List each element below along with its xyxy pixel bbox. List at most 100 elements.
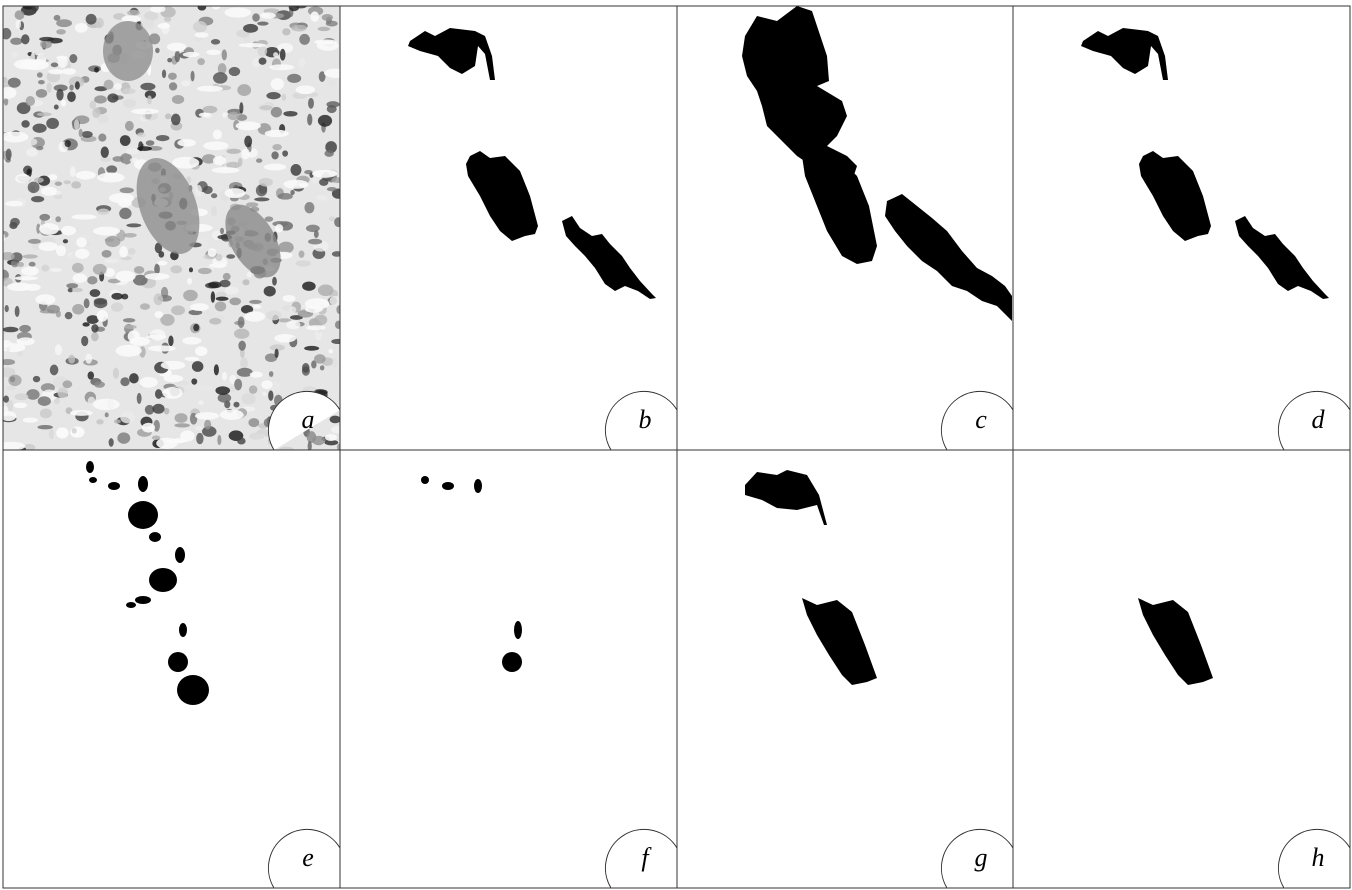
cell [47,305,60,314]
cell [170,265,182,273]
cell [55,344,62,355]
cell [109,438,114,447]
blob [168,652,188,672]
cell [191,71,195,82]
cell [40,409,52,419]
cell [240,357,248,369]
blob [149,532,161,542]
cell [234,379,242,391]
cell [68,355,75,364]
highlight [197,86,223,92]
cell [290,190,294,195]
highlight [244,311,265,321]
highlight [182,337,201,345]
cell [51,63,59,68]
cell [314,354,326,363]
cell [33,376,40,382]
cell [38,80,45,84]
highlight [70,410,93,416]
highlight [109,193,134,203]
cell [63,180,71,184]
blob [135,596,151,604]
cell [287,74,301,83]
blob [1139,151,1211,241]
cell [172,95,184,104]
cell [282,94,287,101]
cell [101,146,109,157]
cell [316,195,327,201]
blob [86,461,94,473]
highlight [1,132,29,143]
cell [19,325,31,332]
highlight [241,148,249,159]
highlight [296,85,315,94]
highlight [185,357,200,361]
cell [286,320,300,329]
cell [334,217,342,227]
highlight [271,78,284,90]
cell [124,325,137,329]
giant-cell [103,21,153,81]
cell [167,58,172,63]
cell [220,228,224,234]
cell [104,259,119,263]
cell [21,120,29,128]
cell [203,186,213,194]
panel-d [1081,28,1329,299]
cell [278,193,293,200]
cell [61,100,67,107]
highlight [208,248,217,257]
cell [226,254,235,259]
highlight [265,130,289,137]
cell [222,372,227,381]
page: abcdefgh (() => { const data = JSON.pars… [0,0,1352,890]
highlight [93,227,120,236]
cell [28,239,41,244]
highlight [177,139,196,147]
panel-label: c [975,405,987,434]
cell [198,268,212,274]
cell [127,10,140,16]
cell [336,305,342,314]
cell [268,390,273,401]
cell [5,305,9,312]
cell [123,318,135,322]
cell [234,329,249,339]
cell [10,38,22,45]
cell [225,287,239,295]
cell [54,15,61,21]
cell [239,102,243,114]
cell [69,54,77,63]
cell [283,111,297,117]
cell [244,136,252,148]
cell [55,216,61,222]
cell [137,146,152,151]
highlight [146,335,166,340]
cell [17,351,23,356]
cell [17,262,24,267]
cell [26,389,39,400]
cell [331,339,344,344]
cell [3,327,19,332]
cell [49,429,54,439]
cell [168,73,177,80]
cell [113,368,119,379]
highlight [183,52,200,57]
cell [37,112,52,116]
cell [94,95,107,103]
cell [56,427,68,438]
cell [314,230,319,238]
highlight [41,187,57,196]
panel-label: e [302,843,314,872]
cell [120,135,131,146]
cell [197,385,212,390]
cell [222,49,227,60]
cell [70,427,85,438]
highlight [35,294,55,304]
cell [54,105,59,110]
highlight [314,40,337,45]
cell [71,181,81,188]
panel-h [1138,598,1213,685]
blob [562,216,656,299]
cell [169,82,177,90]
